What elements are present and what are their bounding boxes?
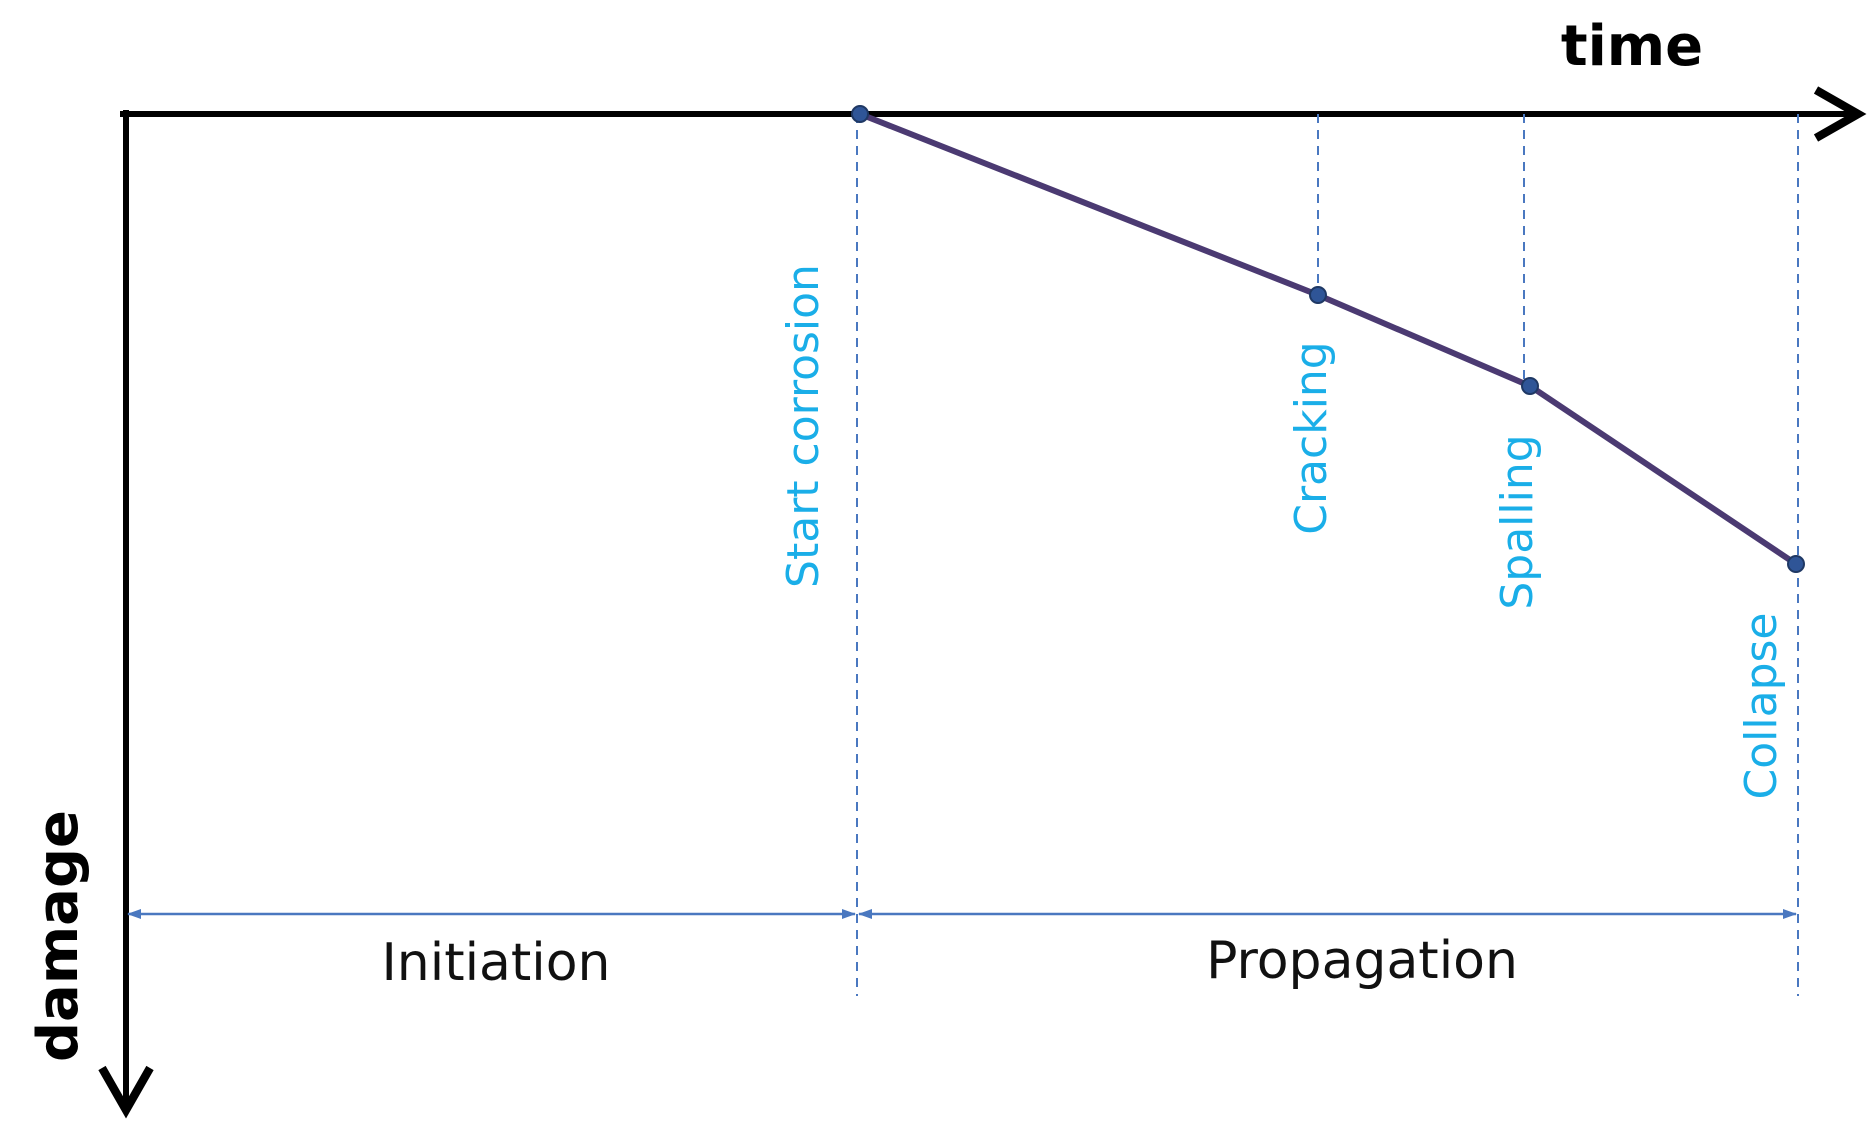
milestone-points bbox=[851, 105, 1805, 573]
milestone-label: Collapse bbox=[1736, 613, 1787, 800]
phase-label: Initiation bbox=[381, 933, 610, 993]
milestone-point bbox=[1521, 377, 1539, 395]
milestone-point bbox=[851, 105, 869, 123]
milestone-label: Start corrosion bbox=[778, 264, 829, 588]
milestone-label: Spalling bbox=[1492, 434, 1543, 609]
milestone-label: Cracking bbox=[1286, 341, 1337, 535]
damage-curve bbox=[858, 111, 1798, 567]
milestone-point bbox=[1309, 286, 1327, 304]
x-axis-label: time bbox=[1561, 14, 1703, 79]
phase-label: Propagation bbox=[1206, 931, 1518, 991]
y-axis-label: damage bbox=[26, 810, 91, 1062]
milestone-point bbox=[1787, 555, 1805, 573]
